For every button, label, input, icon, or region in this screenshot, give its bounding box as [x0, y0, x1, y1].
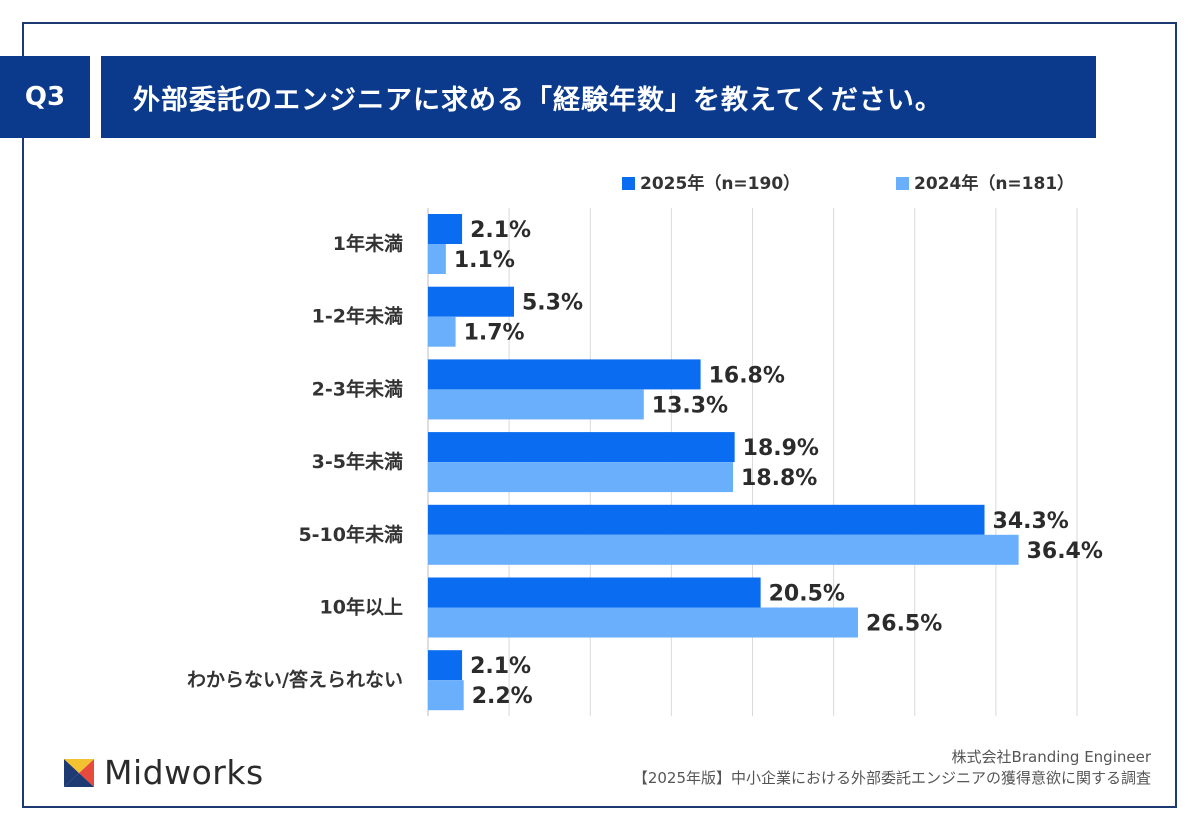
- bar: [428, 286, 514, 317]
- bar: [428, 389, 644, 420]
- category-label: 10年以上: [320, 596, 403, 619]
- data-label: 26.5%: [866, 612, 942, 637]
- source-survey: 【2025年版】中小企業における外部委託エンジニアの獲得意欲に関する調査: [632, 769, 1151, 787]
- bar: [428, 244, 446, 274]
- data-label: 20.5%: [769, 582, 845, 607]
- data-label: 2.1%: [470, 218, 531, 243]
- bar: [428, 680, 464, 711]
- midworks-logo: Midworks: [62, 752, 264, 792]
- bar: [428, 359, 701, 390]
- data-label: 2.2%: [472, 684, 533, 709]
- source-note: 株式会社Branding Engineer 【2025年版】中小企業における外部…: [633, 747, 1151, 789]
- source-company: 株式会社Branding Engineer: [951, 748, 1151, 766]
- category-label: 1-2年未満: [312, 305, 403, 328]
- category-label: わからない/答えられない: [187, 668, 403, 691]
- data-label: 13.3%: [652, 393, 728, 418]
- data-label: 18.9%: [743, 436, 819, 461]
- question-badge: Q3: [0, 56, 90, 138]
- question-title: 外部委託のエンジニアに求める「経験年数」を教えてください。: [101, 56, 1096, 138]
- bar: [428, 462, 734, 493]
- bar: [428, 504, 985, 535]
- data-label: 5.3%: [522, 291, 583, 316]
- data-label: 18.8%: [741, 466, 817, 491]
- bar: [428, 214, 463, 244]
- data-label: 16.8%: [709, 363, 785, 388]
- bar: [428, 534, 1019, 565]
- bar: [428, 577, 761, 608]
- data-label: 34.3%: [993, 509, 1069, 534]
- logo-text: Midworks: [104, 752, 264, 792]
- legend-swatch: [896, 177, 909, 190]
- category-label: 3-5年未満: [312, 450, 403, 473]
- midworks-logo-icon: [64, 759, 94, 787]
- legend-label: 2025年（n=190）: [640, 173, 800, 194]
- bar: [428, 650, 463, 681]
- legend-label: 2024年（n=181）: [914, 173, 1074, 194]
- bar: [428, 316, 456, 347]
- data-label: 1.7%: [464, 321, 525, 346]
- category-label: 2-3年未満: [312, 377, 403, 400]
- legend-swatch: [622, 177, 635, 190]
- data-label: 1.1%: [454, 248, 515, 273]
- data-label: 36.4%: [1027, 539, 1103, 564]
- bar: [428, 607, 858, 638]
- category-label: 1年未満: [333, 232, 403, 255]
- category-label: 5-10年未満: [298, 523, 403, 546]
- data-label: 2.1%: [470, 654, 531, 679]
- bar: [428, 432, 735, 463]
